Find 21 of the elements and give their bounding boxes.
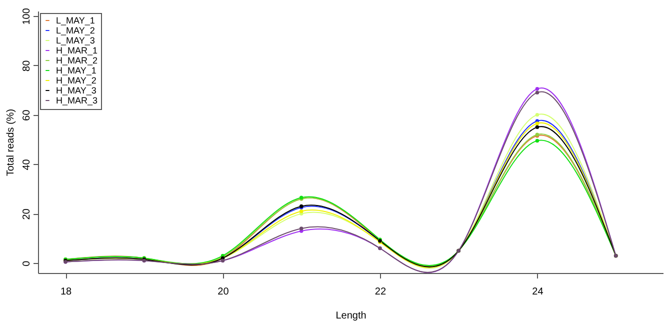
y-tick-label: 20 bbox=[22, 208, 32, 220]
legend-label: H_MAY_2 bbox=[56, 76, 96, 86]
legend-label: H_MAR_1 bbox=[56, 46, 98, 56]
legend-label: L_MAY_3 bbox=[56, 36, 95, 46]
legend-label: H_MAR_3 bbox=[56, 96, 98, 106]
legend-label: H_MAR_2 bbox=[56, 56, 98, 66]
legend-label: L_MAY_2 bbox=[56, 26, 95, 36]
x-tick-label: 24 bbox=[532, 286, 544, 298]
x-tick-label: 18 bbox=[60, 286, 72, 298]
x-axis-title: Length bbox=[336, 310, 366, 322]
y-tick-label: 40 bbox=[22, 158, 32, 170]
x-tick-label: 22 bbox=[374, 286, 386, 298]
y-tick-label: 100 bbox=[22, 8, 32, 25]
y-tick-label: 60 bbox=[22, 109, 32, 121]
y-tick-label: 80 bbox=[22, 60, 32, 72]
y-tick-label: 0 bbox=[22, 260, 32, 266]
legend-label: H_MAY_1 bbox=[56, 66, 96, 76]
x-tick-label: 20 bbox=[218, 286, 230, 298]
y-axis-title: Total reads (%) bbox=[6, 108, 16, 176]
legend-label: H_MAY_3 bbox=[56, 86, 96, 96]
legend-label: L_MAY_1 bbox=[56, 16, 95, 26]
